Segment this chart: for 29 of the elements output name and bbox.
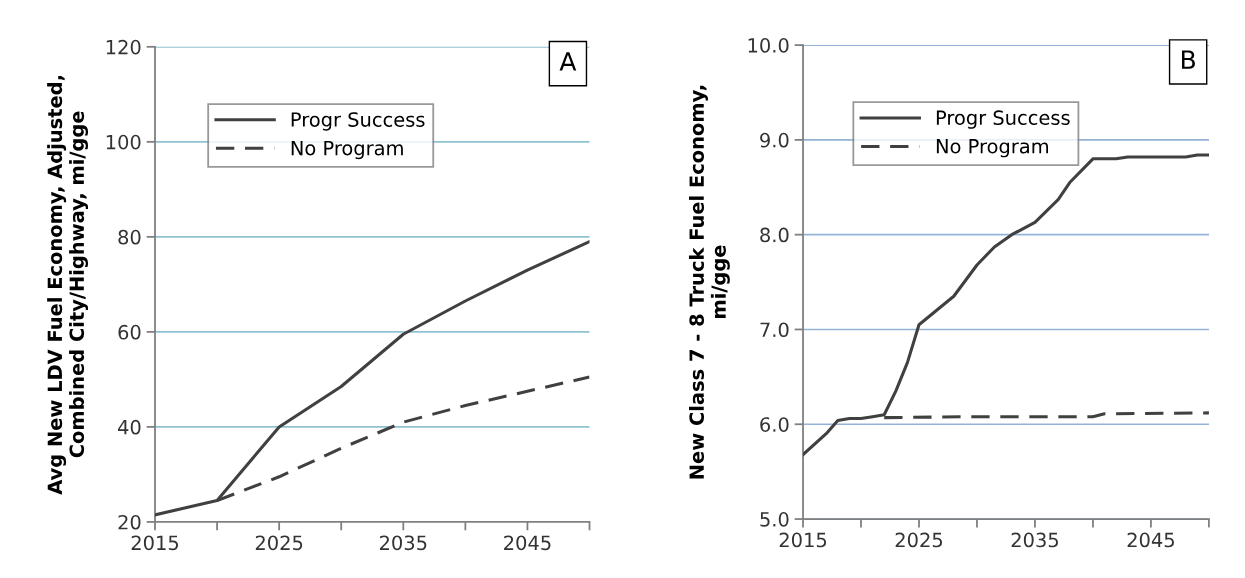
y-tick-label: 5.0: [760, 512, 789, 527]
annotation: A: [559, 52, 577, 71]
x-tick-label: 2045: [1127, 532, 1174, 548]
x-tick-label: 2015: [779, 532, 827, 548]
y-tick-label: 120: [106, 39, 141, 55]
y-tick-label: 9.0: [760, 132, 789, 148]
line-series: [155, 240, 590, 517]
y-tick-label: 60: [118, 324, 141, 340]
y-axis-title: Avg New LDV Fuel Economy, Adjusted, Combined City/Highway, mi/gge: [47, 75, 89, 495]
legend-label: No Program: [936, 139, 1048, 158]
y-tick-label: 7.0: [760, 322, 789, 338]
legend-label: No Program: [291, 140, 403, 160]
x-tick-label: 2025: [895, 532, 943, 548]
y-tick-label: 6.0: [760, 417, 789, 432]
x-tick-label: 2015: [131, 535, 179, 551]
y-axis-title: New Class 7 - 8 Truck Fuel Economy, mi/gge: [688, 85, 730, 479]
y-tick-label: 40: [118, 419, 141, 435]
y-tick-label: 80: [118, 229, 141, 245]
legend-label: Progr Success: [936, 110, 1070, 129]
legend-label: Progr Success: [291, 112, 425, 131]
annotation: B: [1182, 50, 1195, 69]
y-tick-label: 10.0: [748, 38, 789, 53]
x-tick-label: 2035: [379, 535, 427, 551]
x-tick-label: 2035: [1011, 532, 1058, 548]
y-tick-label: 8.0: [760, 227, 789, 243]
y-tick-label: 100: [106, 134, 141, 150]
y-tick-label: 20: [118, 514, 141, 530]
x-tick-label: 2025: [255, 535, 303, 551]
x-tick-label: 2045: [504, 535, 551, 551]
